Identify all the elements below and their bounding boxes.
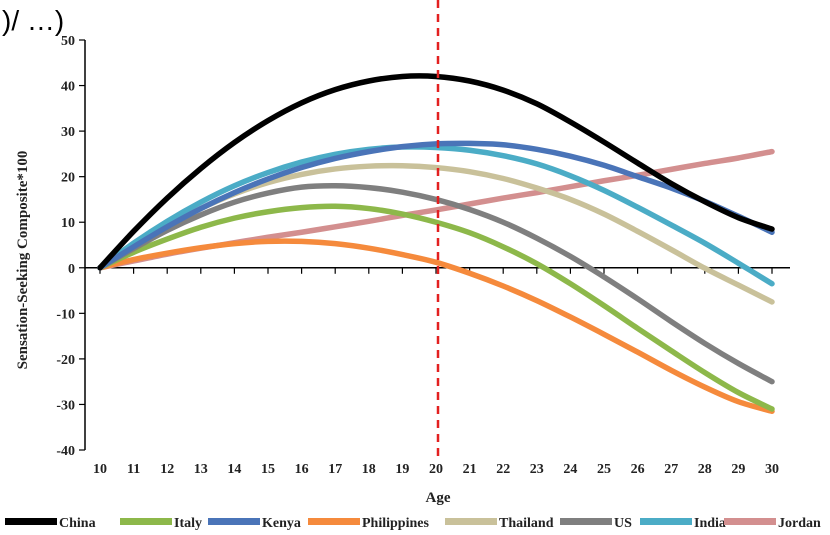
legend-label: Philippines — [362, 516, 429, 531]
legend-item-philippines: Philippines — [308, 516, 429, 531]
legend-label: Jordan — [778, 516, 821, 531]
x-tick-label: 15 — [261, 462, 275, 477]
legend-label: Italy — [174, 516, 202, 531]
legend-item-india: India — [640, 516, 726, 531]
x-tick-label: 19 — [395, 462, 409, 477]
legend-label: US — [614, 516, 632, 531]
x-tick-label: 27 — [664, 462, 678, 477]
y-tick-label: -30 — [56, 398, 75, 413]
legend-item-italy: Italy — [120, 516, 202, 531]
x-tick-label: 16 — [295, 462, 309, 477]
series-line-philippines — [97, 238, 775, 415]
legend-label: Thailand — [499, 516, 554, 531]
legend-swatch — [445, 518, 497, 525]
legend-item-us: US — [560, 516, 632, 531]
y-tick-label: -20 — [56, 353, 75, 368]
y-tick-label: 10 — [61, 216, 75, 231]
legend-item-kenya: Kenya — [208, 516, 301, 531]
x-tick-label: 17 — [328, 462, 342, 477]
y-tick-label: 50 — [61, 34, 75, 49]
x-tick-label: 12 — [160, 462, 174, 477]
x-tick-label: 20 — [429, 462, 443, 477]
y-tick-label: 40 — [61, 80, 75, 95]
x-tick-label: 10 — [93, 462, 107, 477]
legend-swatch — [308, 518, 360, 525]
series-line-us — [97, 183, 775, 385]
y-tick-label: 20 — [61, 171, 75, 186]
x-tick-label: 14 — [227, 462, 241, 477]
x-tick-label: 24 — [563, 462, 577, 477]
y-tick-label: -40 — [56, 444, 75, 459]
legend-swatch — [724, 518, 776, 525]
y-tick-label: 0 — [68, 262, 75, 277]
plot-lines — [97, 73, 775, 415]
legend-swatch — [5, 518, 57, 525]
y-axis-title: Sensation-Seeking Composite*100 — [15, 151, 31, 370]
top-text-fragment: )/ …) — [2, 5, 64, 36]
legend-item-china: China — [5, 516, 96, 531]
x-tick-label: 22 — [496, 462, 510, 477]
legend-label: China — [59, 516, 96, 531]
x-tick-label: 29 — [731, 462, 745, 477]
x-tick-label: 23 — [530, 462, 544, 477]
legend-label: Kenya — [262, 516, 301, 531]
legend: China Italy Kenya Philippines Thailand US Indi… — [5, 516, 821, 531]
series-line-china — [97, 73, 775, 271]
x-tick-label: 25 — [597, 462, 611, 477]
legend-swatch — [560, 518, 612, 525]
x-tick-label: 21 — [463, 462, 477, 477]
legend-swatch — [640, 518, 692, 525]
x-tick-label: 13 — [194, 462, 208, 477]
x-axis-title: Age — [426, 490, 451, 506]
series-line-kenya — [97, 140, 775, 271]
series-line-italy — [97, 203, 775, 412]
legend-swatch — [208, 518, 260, 525]
legend-label: India — [694, 516, 726, 531]
axes: -40 -30 -20 -10 0 10 20 30 40 50 10 11 12 13 14 15 16 17 1… — [56, 34, 790, 477]
legend-swatch — [120, 518, 172, 525]
x-tick-label: 30 — [765, 462, 779, 477]
y-tick-label: 30 — [61, 125, 75, 140]
legend-item-thailand: Thailand — [445, 516, 554, 531]
legend-item-jordan: Jordan — [724, 516, 821, 531]
x-tick-label: 26 — [631, 462, 645, 477]
x-tick-label: 11 — [127, 462, 140, 477]
y-tick-label: -10 — [56, 307, 75, 322]
x-tick-label: 18 — [362, 462, 376, 477]
series-line-india — [97, 144, 775, 287]
x-tick-label: 28 — [698, 462, 712, 477]
